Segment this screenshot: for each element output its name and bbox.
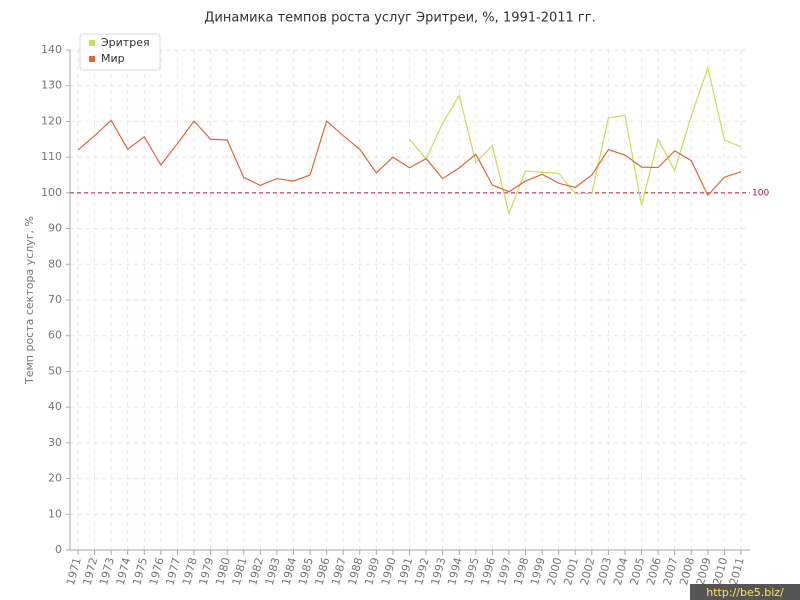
y-tick-label: 40 — [48, 400, 62, 413]
y-tick-label: 120 — [41, 114, 62, 127]
series-line — [409, 65, 742, 216]
legend-swatch — [89, 56, 95, 62]
y-tick-label: 80 — [48, 257, 62, 270]
y-tick-label: 140 — [41, 43, 62, 56]
chart-title: Динамика темпов роста услуг Эритреи, %, … — [204, 11, 595, 26]
y-tick-label: 70 — [48, 293, 62, 306]
legend-label: Эритрея — [101, 36, 150, 49]
y-tick-label: 90 — [48, 222, 62, 235]
y-tick-label: 60 — [48, 329, 62, 342]
y-tick-label: 100 — [41, 186, 62, 199]
y-tick-label: 10 — [48, 507, 62, 520]
watermark: http://be5.biz/ — [706, 586, 784, 599]
legend: Эритрея Мир — [79, 33, 161, 71]
series-line — [77, 119, 742, 197]
legend-box — [79, 33, 161, 71]
reference-label: 100 — [752, 188, 769, 198]
legend-swatch — [89, 40, 95, 46]
y-tick-label: 30 — [48, 436, 62, 449]
y-axis-label: Темп роста сектора услуг, % — [23, 216, 36, 385]
watermark-bg — [690, 584, 800, 600]
y-tick-label: 110 — [41, 150, 62, 163]
x-tick-label: 2011 — [727, 556, 747, 586]
y-tick-label: 20 — [48, 472, 62, 485]
y-tick-label: 50 — [48, 364, 62, 377]
y-tick-label: 0 — [55, 543, 62, 556]
legend-label: Мир — [101, 52, 125, 65]
y-tick-label: 130 — [41, 79, 62, 92]
